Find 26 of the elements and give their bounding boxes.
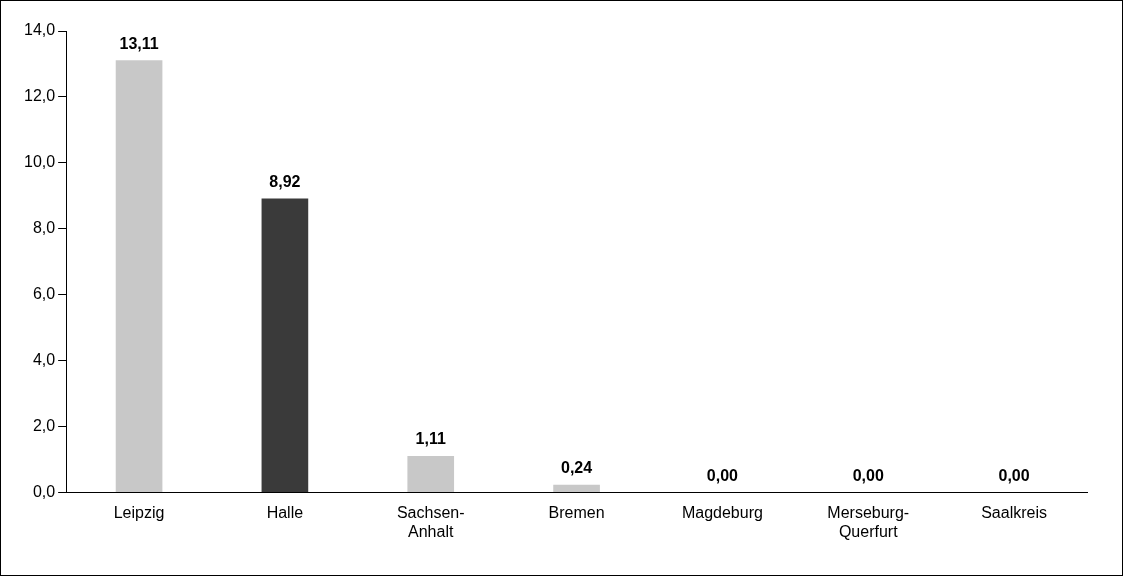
y-tick-label: 12,0 — [24, 87, 56, 105]
x-tick-label: Leipzig — [113, 503, 165, 521]
y-tick-label: 4,0 — [32, 351, 56, 369]
data-label: 13,11 — [119, 34, 159, 52]
data-label: 0,00 — [706, 467, 739, 485]
x-tick-label: Halle — [266, 503, 304, 521]
y-tick-label: 0,0 — [32, 483, 56, 501]
y-tick-label: 2,0 — [32, 417, 56, 435]
y-tick-label: 6,0 — [32, 285, 56, 303]
bar — [553, 484, 600, 493]
data-label: 1,11 — [415, 430, 446, 448]
x-tick-label: Sachsen-Anhalt — [396, 503, 465, 540]
y-tick-label: 8,0 — [32, 219, 56, 237]
y-tick-label: 14,0 — [24, 21, 56, 39]
data-label: 0,00 — [852, 467, 884, 485]
y-tick-label: 10,0 — [24, 153, 56, 171]
bar — [115, 60, 163, 493]
data-label: 0,00 — [998, 467, 1030, 485]
x-tick-label: Magdeburg — [681, 503, 763, 521]
data-label: 0,24 — [561, 459, 593, 477]
x-tick-label: Bremen — [548, 503, 605, 521]
x-tick-label: Merseburg-Querfurt — [827, 503, 910, 540]
bar — [261, 198, 309, 493]
bar — [407, 456, 455, 493]
x-tick-label: Saalkreis — [981, 503, 1047, 521]
data-label: 8,92 — [269, 172, 301, 190]
